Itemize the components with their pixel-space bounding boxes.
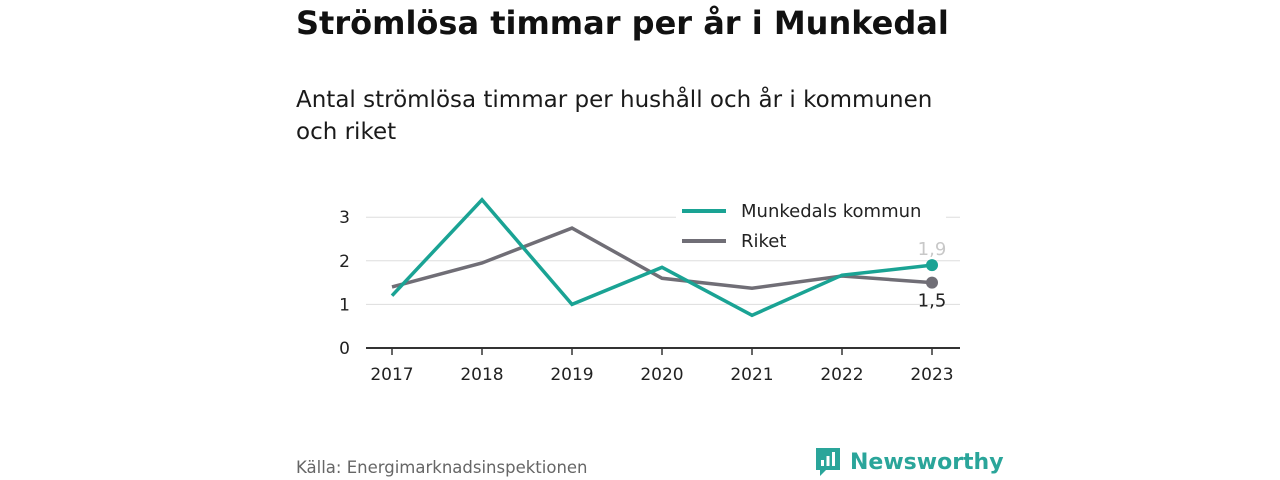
line-chart: 0 1 2 3 2017 2018 2019 2020 2021 2022 2023 Munked…: [339, 196, 960, 385]
x-tick-label: 2019: [550, 365, 593, 385]
legend-background: [676, 196, 946, 256]
y-tick-label: 2: [339, 252, 350, 272]
chart-title: Strömlösa timmar per år i Munkedal: [296, 4, 949, 42]
end-point-marker: [926, 276, 938, 289]
chart-subtitle: Antal strömlösa timmar per hushåll och å…: [296, 87, 933, 145]
y-tick-label: 0: [339, 339, 350, 359]
y-tick-label: 1: [339, 295, 350, 315]
end-point-marker: [926, 259, 938, 272]
brand-logo[interactable]: Newsworthy: [814, 446, 1004, 478]
end-labels: 1,9 1,5: [918, 239, 947, 311]
legend-label: Riket: [741, 231, 786, 252]
x-tick-label: 2021: [730, 365, 773, 385]
x-tick-label: 2018: [460, 365, 503, 385]
x-axis: 2017 2018 2019 2020 2021 2022 2023: [366, 347, 960, 385]
x-tick-label: 2023: [910, 365, 953, 385]
series-lines: [390, 197, 938, 318]
end-value-label: 1,5: [918, 291, 947, 312]
x-tick-label: 2020: [640, 365, 683, 385]
end-value-label: 1,9: [918, 239, 947, 260]
newsworthy-logo-icon: [816, 448, 840, 476]
series-line-0: [390, 197, 933, 318]
x-tick-label: 2022: [820, 365, 863, 385]
y-tick-label: 3: [339, 208, 350, 228]
y-axis-ticks: 0 1 2 3: [339, 208, 350, 359]
legend: Munkedals kommun Riket: [676, 196, 946, 256]
legend-label: Munkedals kommun: [741, 201, 921, 222]
brand-name: Newsworthy: [850, 449, 1004, 475]
source-note: Källa: Energimarknadsinspektionen: [296, 458, 588, 477]
x-tick-label: 2017: [370, 365, 413, 385]
